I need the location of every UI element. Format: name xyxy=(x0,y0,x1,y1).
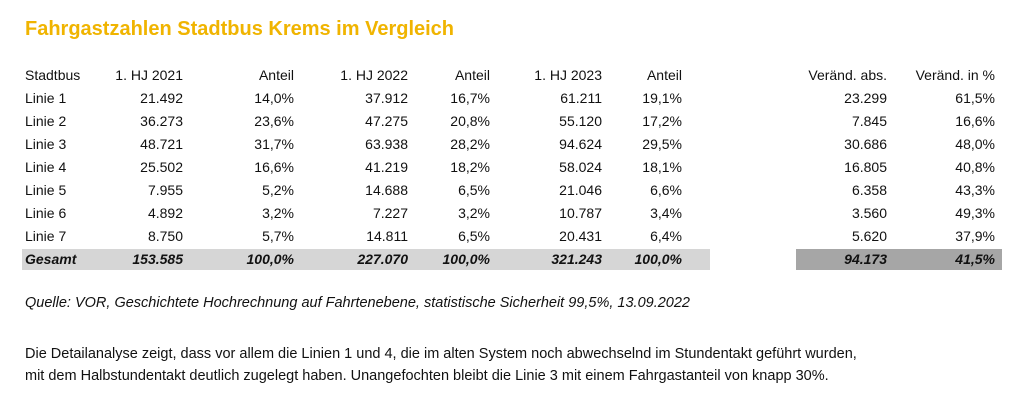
table-cell: 47.275 xyxy=(365,113,408,129)
total-cell: 41,5% xyxy=(955,251,995,267)
table-header-row: Stadtbus 1. HJ 2021 Anteil 1. HJ 2022 An… xyxy=(0,64,1024,87)
total-cell: Gesamt xyxy=(25,251,77,267)
paragraph-line: Die Detailanalyse zeigt, dass vor allem … xyxy=(25,346,857,362)
table-cell: Linie 6 xyxy=(25,205,67,221)
table-row: Linie 5 7.955 5,2% 14.688 6,5% 21.046 6,… xyxy=(0,179,1024,202)
table-cell: 6,5% xyxy=(458,182,490,198)
table-cell: 16,6% xyxy=(955,113,995,129)
table-cell: 5.620 xyxy=(851,228,887,244)
header-cell: 1. HJ 2023 xyxy=(534,67,602,83)
table-cell: 63.938 xyxy=(365,136,408,152)
table-cell: 17,2% xyxy=(642,113,682,129)
total-cell: 100,0% xyxy=(246,251,294,267)
table-row: Linie 1 21.492 14,0% 37.912 16,7% 61.211… xyxy=(0,87,1024,110)
table-cell: 18,2% xyxy=(450,159,490,175)
table-cell: 3,2% xyxy=(458,205,490,221)
table-cell: Linie 4 xyxy=(25,159,67,175)
table-cell: 28,2% xyxy=(450,136,490,152)
passenger-table: Stadtbus 1. HJ 2021 Anteil 1. HJ 2022 An… xyxy=(0,64,1024,271)
table-cell: 6.358 xyxy=(851,182,887,198)
total-row-highlight xyxy=(22,249,710,270)
paragraph-line: mit dem Halbstundentakt deutlich zugeleg… xyxy=(25,368,829,384)
source-note: Quelle: VOR, Geschichtete Hochrechnung a… xyxy=(25,295,690,311)
table-cell: 61.211 xyxy=(560,90,602,106)
total-cell: 94.173 xyxy=(844,251,887,267)
table-cell: 37.912 xyxy=(365,90,408,106)
header-cell: Veränd. in % xyxy=(915,67,995,83)
header-cell: Anteil xyxy=(454,67,490,83)
table-cell: 16.805 xyxy=(844,159,887,175)
table-cell: Linie 7 xyxy=(25,228,67,244)
table-cell: 41.219 xyxy=(365,159,408,175)
table-cell: 43,3% xyxy=(955,182,995,198)
table-cell: 7.955 xyxy=(147,182,183,198)
table-cell: Linie 2 xyxy=(25,113,67,129)
table-cell: 36.273 xyxy=(140,113,183,129)
table-cell: 4.892 xyxy=(147,205,183,221)
header-cell: Veränd. abs. xyxy=(808,67,887,83)
table-cell: 18,1% xyxy=(642,159,682,175)
table-cell: 31,7% xyxy=(254,136,294,152)
table-cell: 48,0% xyxy=(955,136,995,152)
total-cell: 100,0% xyxy=(442,251,490,267)
total-cell: 321.243 xyxy=(551,251,602,267)
table-total-row: Gesamt 153.585 100,0% 227.070 100,0% 321… xyxy=(0,248,1024,271)
table-cell: 55.120 xyxy=(559,113,602,129)
table-cell: Linie 5 xyxy=(25,182,67,198)
header-cell: 1. HJ 2022 xyxy=(340,67,408,83)
table-cell: 20,8% xyxy=(450,113,490,129)
table-cell: 10.787 xyxy=(559,205,602,221)
table-cell: Linie 3 xyxy=(25,136,67,152)
total-cell: 227.070 xyxy=(357,251,408,267)
table-cell: 3.560 xyxy=(851,205,887,221)
table-cell: 16,6% xyxy=(254,159,294,175)
table-cell: 94.624 xyxy=(559,136,602,152)
table-row: Linie 2 36.273 23,6% 47.275 20,8% 55.120… xyxy=(0,110,1024,133)
table-cell: 48.721 xyxy=(140,136,183,152)
table-cell: 6,6% xyxy=(650,182,682,198)
table-cell: 14,0% xyxy=(254,90,294,106)
table-cell: 14.688 xyxy=(365,182,408,198)
table-cell: 3,2% xyxy=(262,205,294,221)
table-cell: 30.686 xyxy=(844,136,887,152)
analysis-paragraph: Die Detailanalyse zeigt, dass vor allem … xyxy=(25,343,857,387)
table-cell: 40,8% xyxy=(955,159,995,175)
table-cell: 21.492 xyxy=(140,90,183,106)
table-cell: 5,7% xyxy=(262,228,294,244)
table-cell: 19,1% xyxy=(642,90,682,106)
table-cell: 61,5% xyxy=(955,90,995,106)
header-cell: 1. HJ 2021 xyxy=(115,67,183,83)
table-row: Linie 7 8.750 5,7% 14.811 6,5% 20.431 6,… xyxy=(0,225,1024,248)
table-cell: 58.024 xyxy=(559,159,602,175)
table-row: Linie 3 48.721 31,7% 63.938 28,2% 94.624… xyxy=(0,133,1024,156)
table-cell: 23,6% xyxy=(254,113,294,129)
table-cell: 23.299 xyxy=(844,90,887,106)
table-cell: 8.750 xyxy=(147,228,183,244)
table-cell: 37,9% xyxy=(955,228,995,244)
table-row: Linie 4 25.502 16,6% 41.219 18,2% 58.024… xyxy=(0,156,1024,179)
total-change-highlight xyxy=(796,249,1002,270)
table-row: Linie 6 4.892 3,2% 7.227 3,2% 10.787 3,4… xyxy=(0,202,1024,225)
table-cell: Linie 1 xyxy=(25,90,67,106)
table-cell: 14.811 xyxy=(366,228,408,244)
table-cell: 21.046 xyxy=(559,182,602,198)
total-cell: 153.585 xyxy=(132,251,183,267)
total-cell: 100,0% xyxy=(634,251,682,267)
table-cell: 29,5% xyxy=(642,136,682,152)
header-cell: Stadtbus xyxy=(25,67,81,83)
table-cell: 6,5% xyxy=(458,228,490,244)
table-cell: 20.431 xyxy=(559,228,602,244)
table-cell: 7.227 xyxy=(372,205,408,221)
page-title: Fahrgastzahlen Stadtbus Krems im Verglei… xyxy=(25,18,455,40)
table-cell: 7.845 xyxy=(851,113,887,129)
table-cell: 6,4% xyxy=(650,228,682,244)
table-cell: 5,2% xyxy=(262,182,294,198)
header-cell: Anteil xyxy=(646,67,682,83)
table-cell: 49,3% xyxy=(955,205,995,221)
table-cell: 3,4% xyxy=(650,205,682,221)
table-cell: 16,7% xyxy=(450,90,490,106)
header-cell: Anteil xyxy=(258,67,294,83)
table-cell: 25.502 xyxy=(140,159,183,175)
